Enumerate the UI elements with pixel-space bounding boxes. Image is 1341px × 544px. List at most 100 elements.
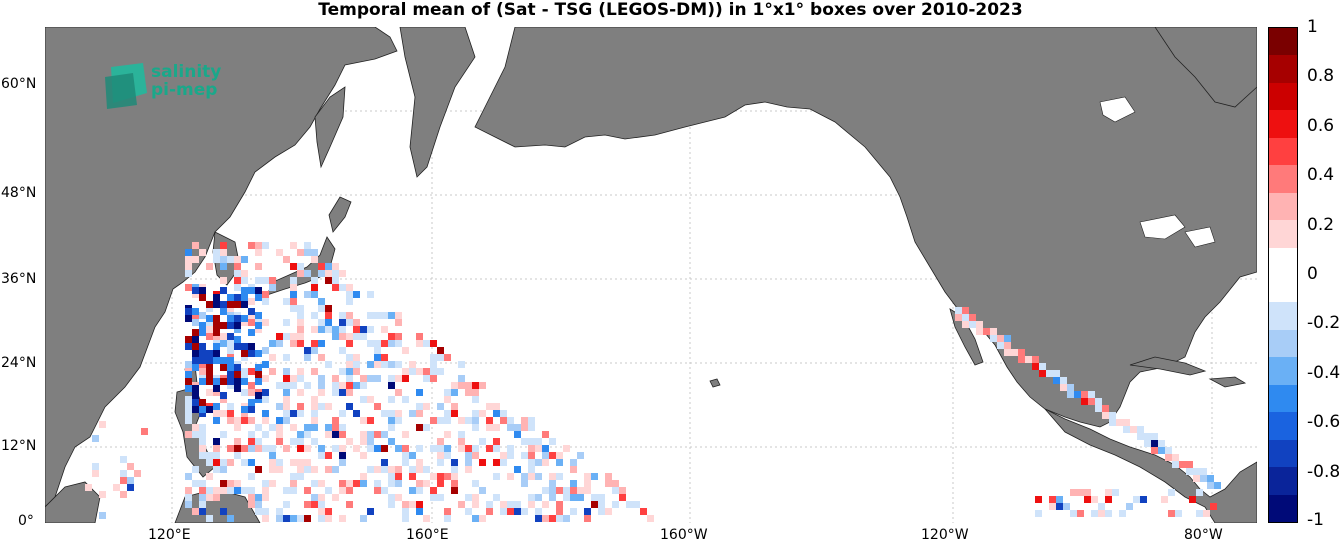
data-cell: [1196, 510, 1203, 517]
data-cell: [206, 333, 213, 340]
data-cell: [283, 368, 290, 375]
data-cell: [339, 312, 346, 319]
data-cell: [318, 389, 325, 396]
data-cell: [465, 445, 472, 452]
data-cell: [113, 484, 120, 491]
data-cell: [213, 343, 220, 350]
data-cell: [346, 501, 353, 508]
data-cell: [276, 403, 283, 410]
data-cell: [262, 480, 269, 487]
data-cell: [346, 480, 353, 487]
data-cell: [437, 494, 444, 501]
data-cell: [528, 473, 535, 480]
data-cell: [353, 326, 360, 333]
data-cell: [458, 445, 465, 452]
data-cell: [451, 480, 458, 487]
data-cell: [437, 480, 444, 487]
data-cell: [220, 480, 227, 487]
colorbar-segment: [1269, 247, 1297, 276]
data-cell: [381, 326, 388, 333]
data-cell: [199, 424, 206, 431]
data-cell: [220, 301, 227, 308]
data-cell: [451, 382, 458, 389]
data-cell: [290, 291, 297, 298]
data-cell: [318, 263, 325, 270]
data-cell: [990, 335, 997, 342]
data-cell: [276, 417, 283, 424]
data-cell: [192, 319, 199, 326]
colorbar-segment: [1269, 137, 1297, 166]
data-cell: [213, 487, 220, 494]
data-cell: [549, 473, 556, 480]
data-cell: [227, 301, 234, 308]
data-cell: [1004, 342, 1011, 349]
data-cell: [220, 459, 227, 466]
data-cell: [199, 494, 206, 501]
map-panel: salinity pi-mep: [45, 27, 1257, 523]
data-cell: [192, 406, 199, 413]
data-cell: [563, 494, 570, 501]
data-cell: [290, 480, 297, 487]
data-cell: [360, 417, 367, 424]
data-cell: [423, 368, 430, 375]
data-cell: [584, 473, 591, 480]
data-cell: [507, 445, 514, 452]
data-cell: [374, 445, 381, 452]
data-cell: [1070, 510, 1077, 517]
data-cell: [367, 396, 374, 403]
data-cell: [612, 487, 619, 494]
data-cell: [297, 389, 304, 396]
data-cell: [381, 354, 388, 361]
data-cell: [192, 336, 199, 343]
data-cell: [612, 501, 619, 508]
data-cell: [241, 487, 248, 494]
data-cell: [381, 431, 388, 438]
data-cell: [297, 340, 304, 347]
data-cell: [1165, 454, 1172, 461]
data-cell: [458, 501, 465, 508]
data-cell: [332, 424, 339, 431]
data-cell: [353, 410, 360, 417]
data-cell: [220, 466, 227, 473]
data-cell: [423, 375, 430, 382]
data-cell: [962, 314, 969, 321]
data-cell: [556, 515, 563, 522]
data-cell: [493, 494, 500, 501]
data-cell: [283, 445, 290, 452]
lat-label-0: 0°: [18, 513, 34, 529]
data-cell: [1091, 510, 1098, 517]
data-cell: [199, 343, 206, 350]
data-cell: [311, 466, 318, 473]
data-cell: [241, 301, 248, 308]
data-cell: [339, 368, 346, 375]
data-cell: [346, 291, 353, 298]
data-cell: [542, 501, 549, 508]
data-cell: [248, 308, 255, 315]
data-cell: [570, 494, 577, 501]
data-cell: [500, 459, 507, 466]
data-cell: [388, 466, 395, 473]
data-cell: [1193, 475, 1200, 482]
data-cell: [556, 501, 563, 508]
data-cell: [360, 375, 367, 382]
data-cell: [297, 326, 304, 333]
data-cell: [584, 480, 591, 487]
data-cell: [185, 361, 192, 368]
data-cell: [206, 378, 213, 385]
data-cell: [1053, 370, 1060, 377]
data-cell: [192, 392, 199, 399]
data-cell: [241, 378, 248, 385]
data-cell: [521, 438, 528, 445]
colorbar-segment: [1269, 82, 1297, 111]
data-cell: [332, 270, 339, 277]
data-cell: [120, 491, 127, 498]
data-cell: [241, 354, 248, 361]
data-cell: [234, 343, 241, 350]
data-cell: [311, 249, 318, 256]
data-cell: [416, 459, 423, 466]
data-cell: [1011, 349, 1018, 356]
data-cell: [255, 287, 262, 294]
data-cell: [185, 308, 192, 315]
data-cell: [185, 378, 192, 385]
data-cell: [360, 333, 367, 340]
